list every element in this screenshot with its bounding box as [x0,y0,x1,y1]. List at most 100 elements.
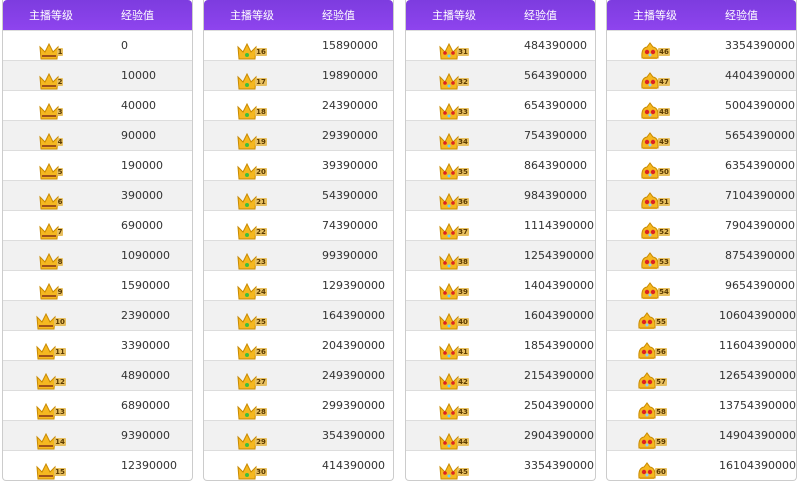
crown-icon [38,252,59,269]
level-number: 1 [56,47,64,56]
table-row: 56 11604390000 [607,330,796,360]
exp-value: 5654390000 [725,129,795,142]
table-row: 21 54390000 [204,180,393,210]
crown-icon [641,71,659,89]
exp-value: 1590000 [121,279,170,292]
level-number: 41 [457,347,469,356]
exp-value: 19890000 [322,69,378,82]
level-cell: 2 [3,61,99,91]
level-cell: 23 [204,241,300,271]
table-row: 45 3354390000 [406,450,595,480]
level-cell: 15 [3,451,99,481]
level-number: 52 [658,227,670,236]
level-number: 45 [457,467,469,476]
crown-icon [237,312,257,329]
level-cell: 44 [406,421,502,451]
crown-icon [638,431,656,449]
crown-icon [641,251,659,269]
table-row: 23 99390000 [204,240,393,270]
exp-value: 984390000 [524,189,587,202]
exp-value: 754390000 [524,129,587,142]
table-row: 59 14904390000 [607,420,796,450]
level-number: 7 [56,227,64,236]
level-cell: 9 [3,271,99,301]
level-cell: 28 [204,391,300,421]
level-number: 8 [56,257,64,266]
table-row: 29 354390000 [204,420,393,450]
exp-value: 1090000 [121,249,170,262]
table-row: 12 4890000 [3,360,192,390]
exp-value: 2904390000 [524,429,594,442]
crown-icon [36,432,56,449]
table-row: 53 8754390000 [607,240,796,270]
exp-value: 13754390000 [719,399,796,412]
table-row: 47 4404390000 [607,60,796,90]
level-number: 32 [457,77,469,86]
header-exp: 经验值 [322,9,355,22]
level-table: 主播等级 经验值 46 3354390000 47 4404390000 48 … [606,0,797,481]
crown-icon [237,432,257,449]
level-cell: 16 [204,31,300,61]
exp-value: 7104390000 [725,189,795,202]
crown-icon [638,341,656,359]
level-cell: 30 [204,451,300,481]
level-number: 51 [658,197,670,206]
table-header: 主播等级 经验值 [607,0,796,30]
crown-icon [237,252,257,269]
crown-icon [439,312,459,329]
header-level: 主播等级 [633,9,677,22]
exp-value: 6354390000 [725,159,795,172]
table-row: 15 12390000 [3,450,192,480]
level-number: 34 [457,137,469,146]
table-row: 34 754390000 [406,120,595,150]
crown-icon [439,102,459,119]
level-number: 20 [255,167,267,176]
level-cell: 26 [204,331,300,361]
level-number: 53 [658,257,670,266]
level-cell: 22 [204,211,300,241]
level-cell: 11 [3,331,99,361]
exp-value: 12654390000 [719,369,796,382]
level-number: 19 [255,137,267,146]
level-cell: 34 [406,121,502,151]
table-row: 1 0 [3,30,192,60]
level-number: 3 [56,107,64,116]
level-cell: 60 [607,451,697,481]
exp-value: 14904390000 [719,429,796,442]
level-cell: 33 [406,91,502,121]
crown-icon [237,42,257,59]
level-number: 36 [457,197,469,206]
level-cell: 51 [607,181,703,211]
level-number: 59 [655,437,667,446]
table-row: 14 9390000 [3,420,192,450]
crown-icon [641,161,659,179]
level-cell: 35 [406,151,502,181]
level-table: 主播等级 经验值 31 484390000 32 564390000 33 65… [405,0,596,481]
exp-value: 2504390000 [524,399,594,412]
table-row: 30 414390000 [204,450,393,480]
exp-value: 1404390000 [524,279,594,292]
crown-icon [237,192,257,209]
header-exp: 经验值 [121,9,154,22]
exp-value: 354390000 [322,429,385,442]
level-number: 40 [457,317,469,326]
level-number: 26 [255,347,267,356]
exp-value: 29390000 [322,129,378,142]
level-number: 21 [255,197,267,206]
level-cell: 39 [406,271,502,301]
table-row: 41 1854390000 [406,330,595,360]
crown-icon [641,131,659,149]
level-number: 13 [54,407,66,416]
table-row: 37 1114390000 [406,210,595,240]
exp-value: 4404390000 [725,69,795,82]
header-level: 主播等级 [432,9,476,22]
level-cell: 47 [607,61,703,91]
level-number: 4 [56,137,64,146]
level-cell: 7 [3,211,99,241]
exp-value: 3354390000 [524,459,594,472]
exp-value: 3390000 [121,339,170,352]
level-cell: 4 [3,121,99,151]
table-row: 25 164390000 [204,300,393,330]
table-row: 35 864390000 [406,150,595,180]
exp-value: 7904390000 [725,219,795,232]
